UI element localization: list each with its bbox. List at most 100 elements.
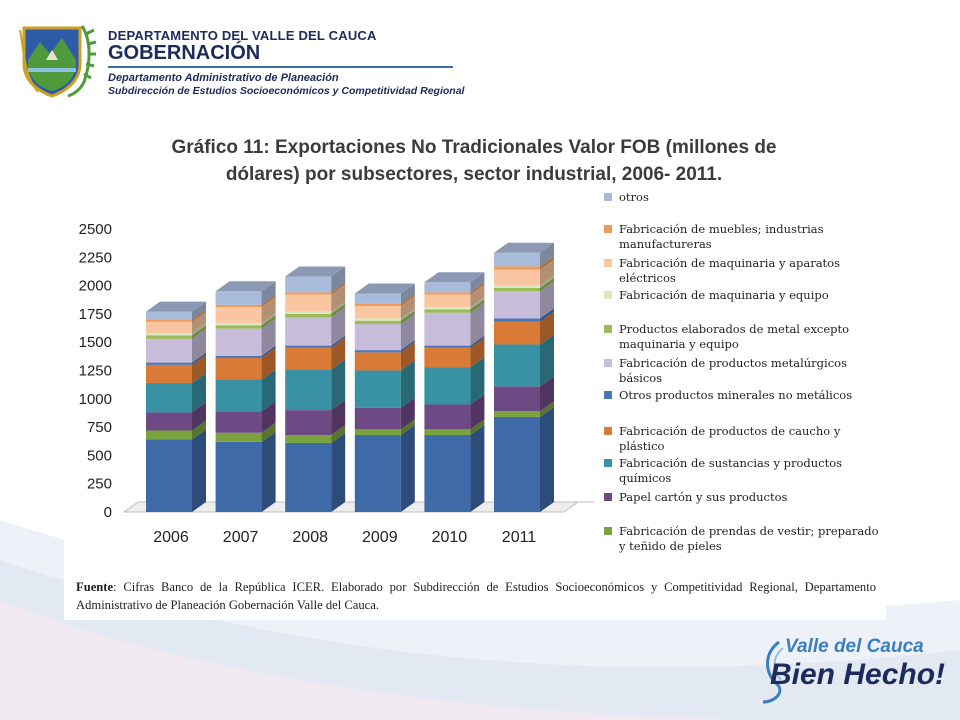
legend-swatch	[604, 493, 612, 501]
bar-segment	[215, 328, 262, 356]
bar-top	[146, 301, 206, 312]
bar-segment	[354, 370, 401, 408]
bar-segment-side	[192, 354, 206, 383]
bar-segment-side	[192, 328, 206, 363]
bar-segment-side	[261, 369, 276, 412]
bar-segment-side	[540, 308, 554, 322]
y-tick-label: 750	[87, 419, 112, 436]
bar-segment-side	[470, 282, 485, 295]
chart-title: Gráfico 11: Exportaciones No Tradicional…	[171, 137, 777, 185]
bar-segment	[424, 429, 471, 436]
bar-segment	[285, 292, 332, 295]
legend-label: otros	[619, 190, 649, 204]
bar-segment-side	[331, 266, 346, 293]
bar-segment-side	[400, 310, 415, 325]
legend-label: Fabricación de prendas de vestir; prepar…	[619, 524, 879, 553]
bar-segment	[494, 344, 540, 387]
bar-segment-side	[331, 432, 346, 512]
bar-segment-side	[261, 297, 276, 323]
bar-segment	[354, 324, 401, 351]
bar-segment	[285, 276, 332, 293]
bar-segment	[424, 367, 471, 405]
bar-segment-side	[540, 376, 554, 412]
legend-swatch	[604, 359, 612, 367]
bar-segment-side	[540, 406, 554, 512]
bar-segment-side	[400, 295, 415, 319]
bar-segment	[354, 303, 401, 306]
legend-label: Fabricación de productos metalúrgicos bá…	[619, 356, 847, 385]
bar-segment-side	[470, 302, 485, 346]
bar-segment	[354, 429, 401, 436]
bar-segment	[146, 439, 192, 512]
bar-segment-side	[192, 429, 206, 512]
bar-segment-side	[400, 308, 415, 321]
bar-segment	[285, 345, 332, 348]
bar-segment	[424, 309, 471, 313]
x-tick-label: 2008	[292, 529, 328, 546]
legend-label: Fabricación de maquinaria y equipo	[619, 288, 829, 302]
bar-segment-side	[400, 425, 415, 512]
bar-segment-side	[261, 315, 276, 329]
bar-segment-side	[331, 307, 346, 346]
bar-segment	[494, 411, 540, 417]
legend-label: Fabricación de maquinaria y aparatos elé…	[619, 256, 840, 285]
bar-segment	[354, 352, 401, 371]
bar-segment	[494, 386, 540, 412]
y-tick-label: 1750	[79, 306, 112, 323]
bar-segment	[354, 293, 401, 304]
legend-label: Papel cartón y sus productos	[619, 490, 788, 504]
legend-swatch	[604, 527, 612, 535]
legend-swatch	[604, 291, 612, 299]
coat-of-arms-logo	[19, 25, 97, 98]
bar-segment-side	[400, 293, 415, 306]
bar-segment	[424, 312, 471, 346]
header: DEPARTAMENTO DEL VALLE DEL CAUCA GOBERNA…	[0, 0, 960, 110]
bar-segment	[494, 318, 540, 322]
bar-segment-side	[261, 312, 276, 326]
bar-segment	[215, 411, 262, 433]
bar-segment-side	[470, 272, 485, 293]
bar-segment	[494, 291, 540, 319]
bar-segment	[285, 311, 332, 314]
source-text: : Cifras Banco de la República ICER. Ela…	[76, 580, 876, 612]
legend-label: Productos elaborados de metal excepto ma…	[619, 322, 850, 351]
bar-segment-side	[400, 397, 415, 430]
bar-top	[424, 272, 485, 283]
header-divider	[108, 66, 453, 68]
bar-segment	[424, 347, 471, 368]
bar-segment	[285, 369, 332, 411]
bar-segment	[215, 304, 262, 308]
legend-label: Fabricación de muebles; industrias manuf…	[619, 222, 824, 251]
bar-segment	[494, 269, 540, 286]
legend-swatch	[604, 193, 612, 201]
bar-segment-side	[261, 281, 276, 305]
bar-segment	[354, 350, 401, 353]
legend-label: Fabricación de sustancias y productos qu…	[619, 456, 843, 485]
bar-segment-side	[261, 294, 276, 308]
bar-segment	[285, 317, 332, 346]
bar-segment	[354, 318, 401, 321]
government-name: GOBERNACIÓN	[108, 42, 261, 64]
x-tick-label: 2011	[502, 529, 537, 546]
y-tick-label: 2500	[79, 221, 112, 238]
bar-segment-side	[400, 340, 415, 353]
bar-segment	[215, 379, 262, 412]
x-tick-label: 2010	[432, 529, 468, 546]
bar-segment-side	[261, 345, 276, 359]
y-tick-label: 2250	[79, 249, 112, 266]
bar-segment	[215, 432, 262, 442]
bar-segment	[215, 441, 262, 512]
bar-segment-side	[192, 372, 206, 413]
bar-segment-side	[540, 277, 554, 292]
legend-swatch	[604, 459, 612, 467]
bar-segment-side	[540, 242, 554, 267]
bar-segment-side	[192, 323, 206, 336]
bar-segment	[354, 305, 401, 319]
bar-segment-side	[470, 284, 485, 308]
y-tick-label: 250	[87, 476, 112, 493]
bar-segment-side	[331, 400, 346, 436]
bar-segment-side	[192, 352, 206, 365]
bar-segment	[285, 435, 332, 443]
bar-segment	[146, 311, 192, 320]
